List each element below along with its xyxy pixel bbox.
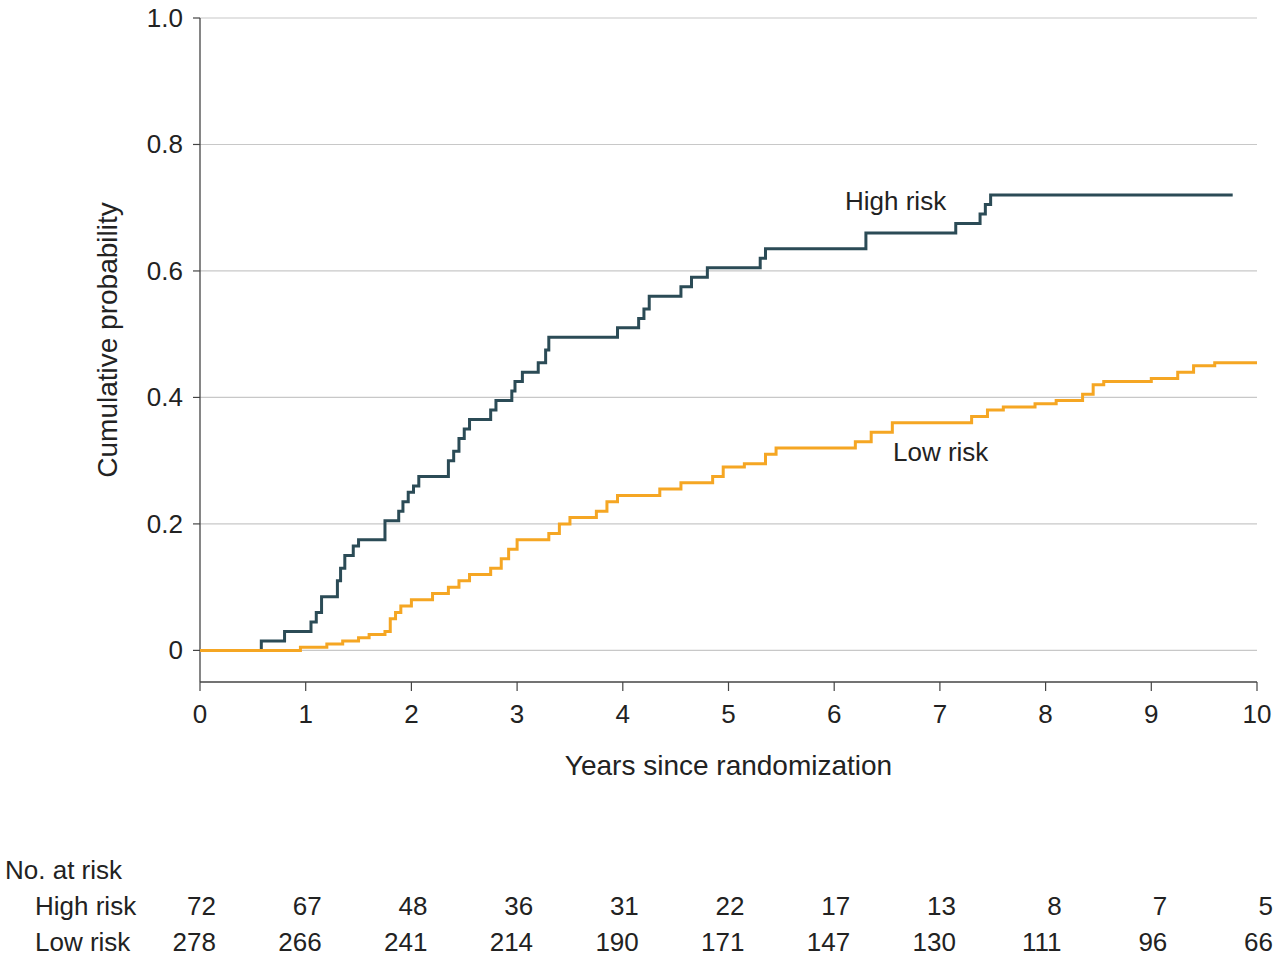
risk-value: 13	[927, 891, 956, 921]
risk-value: 17	[821, 891, 850, 921]
risk-value: 7	[1153, 891, 1167, 921]
risk-value: 266	[278, 927, 321, 957]
y-tick	[193, 144, 200, 145]
plot-area	[200, 195, 1257, 650]
grid-line	[200, 523, 1257, 524]
y-axis-title: Cumulative probability	[92, 202, 123, 477]
x-tick-label: 3	[510, 699, 524, 729]
x-axis-title: Years since randomization	[565, 750, 892, 781]
grid-line	[200, 397, 1257, 398]
x-tick-label: 6	[827, 699, 841, 729]
risk-value: 111	[1022, 927, 1062, 957]
y-axis	[199, 18, 200, 682]
grid-line	[200, 17, 1257, 18]
y-tick-label: 0.8	[147, 129, 183, 159]
risk-value: 241	[384, 927, 427, 957]
risk-row-label: High risk	[35, 891, 137, 921]
y-tick	[193, 397, 200, 398]
y-tick-label: 0.2	[147, 509, 183, 539]
x-tick-label: 5	[721, 699, 735, 729]
risk-value: 72	[187, 891, 216, 921]
series-label: High risk	[845, 186, 947, 216]
risk-value: 214	[490, 927, 533, 957]
risk-value: 130	[913, 927, 956, 957]
y-tick-label: 0	[169, 635, 183, 665]
x-tick	[516, 682, 517, 691]
x-tick-label: 7	[933, 699, 947, 729]
risk-value: 190	[595, 927, 638, 957]
x-tick-label: 9	[1144, 699, 1158, 729]
x-tick	[728, 682, 729, 691]
x-tick-label: 10	[1243, 699, 1272, 729]
y-tick	[193, 523, 200, 524]
chart: 00.20.40.60.81.0012345678910Years since …	[0, 0, 1280, 959]
series-line	[200, 195, 1233, 650]
x-tick	[199, 682, 200, 691]
grid-line	[200, 144, 1257, 145]
x-tick	[834, 682, 835, 691]
x-tick	[1256, 682, 1257, 691]
y-tick	[193, 270, 200, 271]
x-tick	[1151, 682, 1152, 691]
grid-line	[200, 650, 1257, 651]
x-tick	[411, 682, 412, 691]
x-tick	[939, 682, 940, 691]
series-line	[200, 363, 1257, 651]
risk-value: 147	[807, 927, 850, 957]
risk-value: 66	[1244, 927, 1273, 957]
y-tick-label: 0.6	[147, 256, 183, 286]
series-label: Low risk	[893, 437, 989, 467]
grid-line	[200, 270, 1257, 271]
y-tick-label: 1.0	[147, 3, 183, 33]
risk-value: 31	[610, 891, 639, 921]
x-tick-label: 8	[1038, 699, 1052, 729]
risk-value: 5	[1259, 891, 1273, 921]
x-tick-label: 4	[616, 699, 630, 729]
risk-value: 278	[173, 927, 216, 957]
risk-row-label: Low risk	[35, 927, 131, 957]
risk-value: 67	[293, 891, 322, 921]
y-tick	[193, 17, 200, 18]
y-tick	[193, 650, 200, 651]
x-tick	[305, 682, 306, 691]
x-tick-label: 0	[193, 699, 207, 729]
risk-value: 171	[701, 927, 744, 957]
risk-value: 48	[398, 891, 427, 921]
risk-value: 8	[1047, 891, 1061, 921]
risk-value: 36	[504, 891, 533, 921]
risk-value: 22	[716, 891, 745, 921]
x-tick	[622, 682, 623, 691]
risk-table-title: No. at risk	[5, 855, 123, 885]
x-tick	[1045, 682, 1046, 691]
x-tick-label: 2	[404, 699, 418, 729]
risk-value: 96	[1138, 927, 1167, 957]
x-tick-label: 1	[298, 699, 312, 729]
y-tick-label: 0.4	[147, 382, 183, 412]
